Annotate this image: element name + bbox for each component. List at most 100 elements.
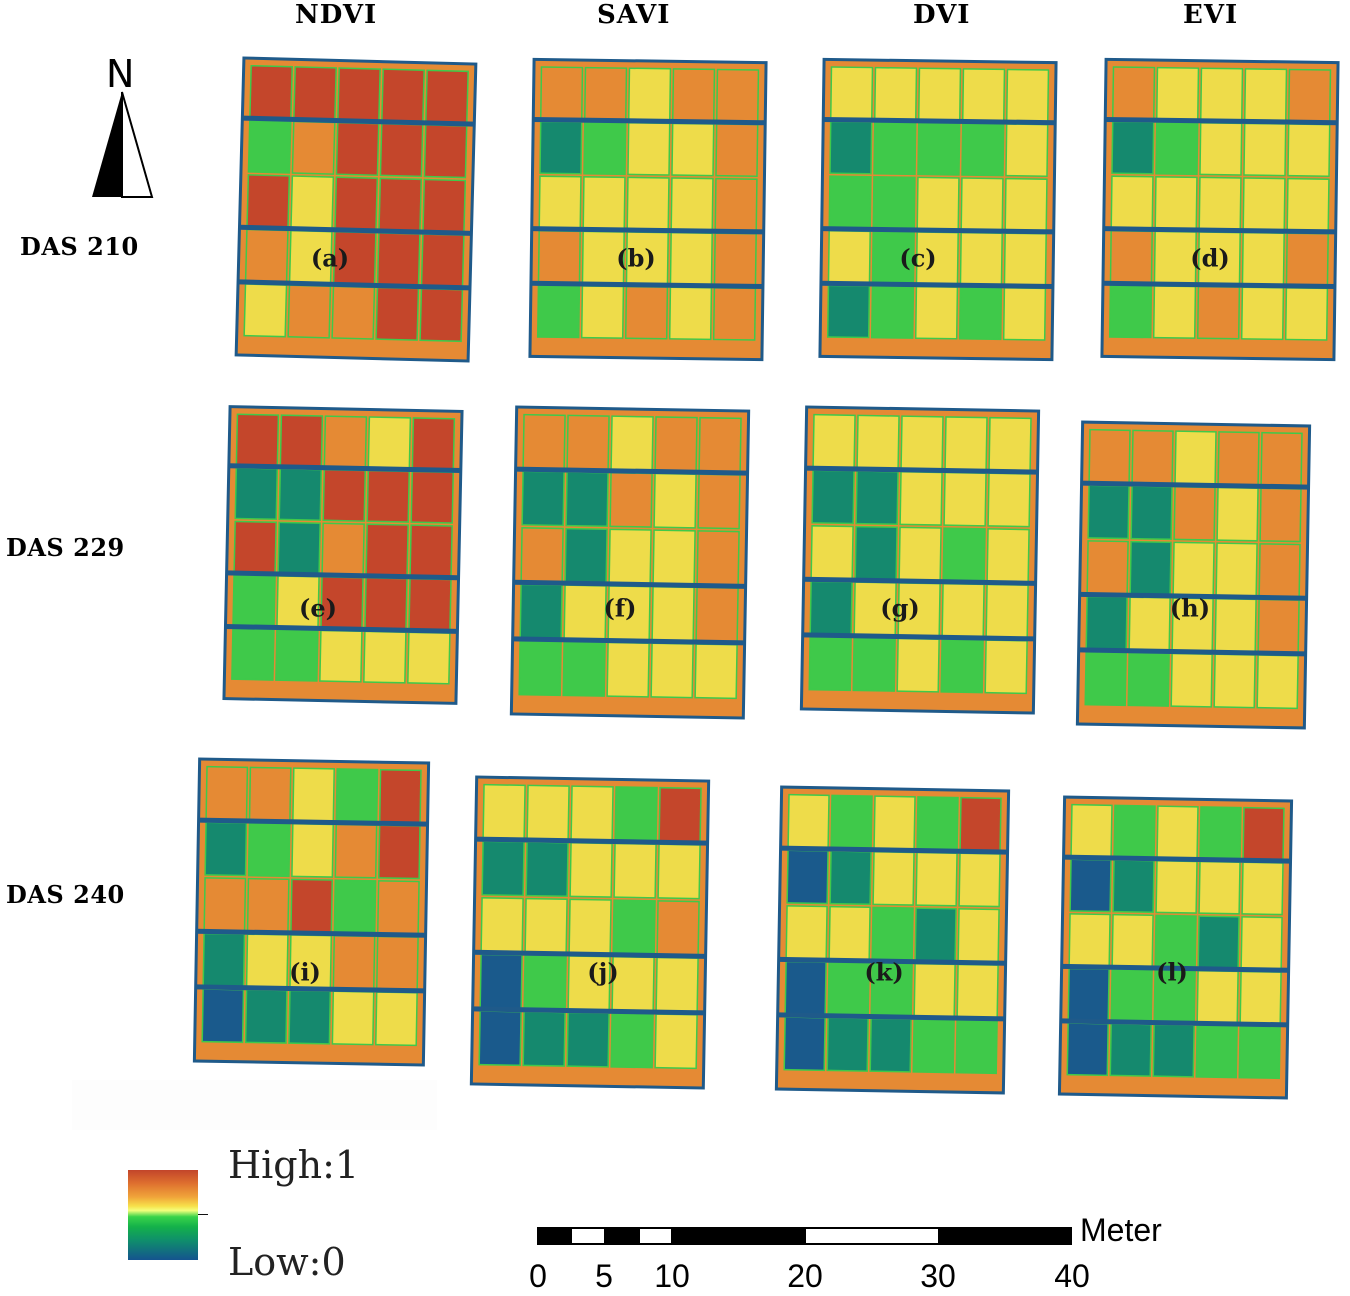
plot-cell — [1130, 485, 1173, 541]
field-edge-strip — [513, 695, 742, 714]
channel-line — [472, 1006, 705, 1016]
field-raster — [1100, 57, 1340, 362]
plot-cell — [872, 176, 916, 230]
column-header-dvi: DVI — [913, 0, 971, 30]
plot-cell — [669, 231, 713, 286]
plot-cell — [614, 786, 658, 843]
plot-cell — [1259, 487, 1302, 543]
plot-cell — [1110, 968, 1153, 1023]
plot-cell — [1241, 861, 1284, 916]
plot-cell — [580, 285, 625, 339]
plot-cell — [1285, 232, 1329, 287]
plot-cell — [1172, 541, 1215, 597]
panel-label: (c) — [899, 243, 937, 273]
plot-cell — [955, 1019, 998, 1075]
field-edge-strip — [473, 1065, 702, 1084]
plot-cell — [246, 174, 291, 229]
plot-cell — [481, 840, 525, 897]
plot-cell — [1068, 913, 1111, 967]
plot-cell — [943, 471, 987, 527]
field-raster — [234, 56, 478, 363]
plot-cell — [852, 636, 896, 692]
plot-cell — [608, 528, 652, 585]
plot-cell — [624, 285, 669, 340]
plot-cell — [247, 119, 292, 174]
plot-cell — [787, 793, 830, 849]
channel-line — [513, 579, 746, 589]
plot-cell — [377, 824, 421, 880]
plot-cell — [419, 287, 464, 343]
map-panel — [234, 56, 478, 363]
plot-cell — [917, 122, 961, 176]
plot-cell — [365, 523, 409, 577]
plot-cell — [337, 67, 381, 122]
plot-cell — [829, 850, 872, 906]
plot-cell — [715, 68, 760, 123]
plot-cell — [1198, 176, 1242, 231]
channel-line — [1102, 280, 1335, 290]
plot-cell — [1154, 176, 1198, 230]
plot-cell — [988, 416, 1032, 472]
plot-cell — [829, 66, 874, 120]
plot-cell — [321, 522, 365, 576]
field-edge-strip — [1079, 706, 1303, 724]
plot-cell — [898, 526, 942, 582]
channel-line — [1078, 647, 1306, 657]
plot-cell — [290, 175, 335, 230]
field-edge-strip — [238, 336, 467, 357]
plot-cell — [609, 471, 653, 528]
plot-cell — [539, 66, 584, 120]
plot-cell — [1286, 177, 1330, 232]
plot-cell — [940, 638, 984, 694]
plot-cell — [288, 989, 332, 1045]
plot-cell — [244, 989, 288, 1044]
plot-cell — [1239, 970, 1282, 1025]
plot-cell — [1258, 543, 1301, 598]
plot-cell — [656, 900, 700, 956]
plot-cell — [480, 897, 524, 953]
channel-line — [196, 928, 426, 938]
map-panel — [1057, 795, 1294, 1100]
plot-cell — [1242, 177, 1286, 231]
channel-line — [228, 463, 461, 474]
channel-line — [777, 1012, 1005, 1022]
plot-cell — [275, 628, 319, 682]
panel-label: (h) — [1169, 593, 1211, 623]
channel-line — [805, 465, 1038, 475]
plot-cell — [524, 897, 568, 954]
plot-cell — [1113, 804, 1156, 859]
scale-tick-30: 30 — [920, 1258, 956, 1294]
channel-line — [195, 984, 425, 994]
field-edge-strip — [1103, 338, 1333, 356]
plot-cell — [291, 120, 336, 175]
plot-cell — [231, 627, 275, 681]
row-header-das229: DAS 229 — [6, 533, 125, 562]
plot-cell — [657, 843, 701, 900]
plot-cell — [1005, 68, 1050, 123]
plot-cell — [378, 768, 422, 824]
plot-cell — [957, 908, 1000, 963]
plot-cell — [961, 122, 1005, 177]
channel-line — [821, 226, 1054, 235]
plot-cell — [1170, 652, 1213, 708]
plot-cell — [944, 416, 988, 472]
plot-cell — [293, 66, 337, 121]
plot-cell — [290, 878, 334, 934]
plot-cell — [520, 527, 564, 583]
field-raster — [818, 57, 1058, 362]
channel-line — [531, 226, 764, 235]
channel-line — [1103, 226, 1336, 235]
plot-cell — [1287, 68, 1332, 123]
scale-tick-0: 0 — [529, 1258, 547, 1294]
plot-cell — [363, 630, 407, 684]
plot-cell — [233, 520, 277, 574]
plot-cell — [420, 233, 465, 288]
field-raster — [192, 757, 431, 1067]
panel-label: (k) — [864, 957, 904, 987]
plot-cell — [1085, 595, 1128, 651]
plot-cell — [1084, 651, 1127, 707]
north-letter: N — [106, 52, 135, 96]
plot-cell — [917, 67, 962, 122]
plot-cell — [1109, 1023, 1152, 1077]
plot-cell — [1257, 598, 1300, 654]
